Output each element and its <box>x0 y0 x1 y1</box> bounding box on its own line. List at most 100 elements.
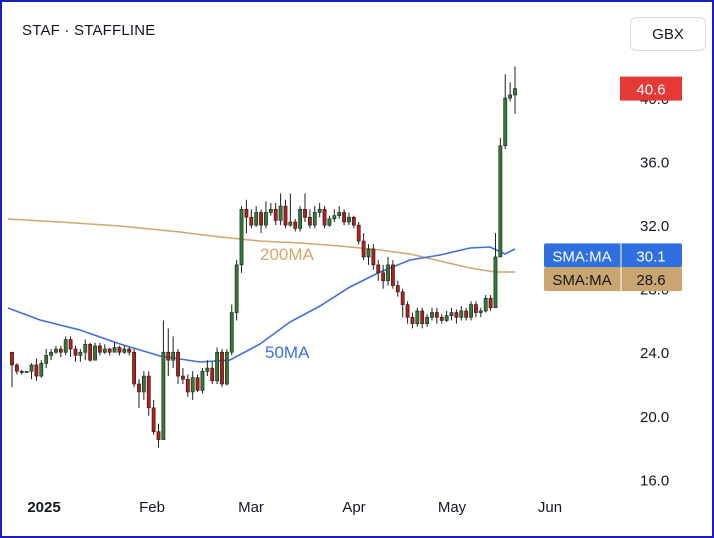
ticker-symbol: STAF <box>22 22 61 39</box>
candle-body <box>430 312 434 318</box>
candle-body <box>24 370 29 373</box>
candle-body <box>415 310 420 324</box>
candle-body <box>102 348 107 353</box>
candle-body <box>220 351 224 385</box>
candle-body <box>259 212 263 226</box>
candle-body <box>234 264 239 313</box>
candle-body <box>488 297 493 309</box>
candle-body <box>317 208 322 213</box>
candle-body <box>210 367 215 382</box>
candle-body <box>205 367 210 372</box>
candle-body <box>161 351 166 440</box>
candle-body <box>44 355 49 364</box>
candle-body <box>73 348 78 356</box>
candle-body <box>288 221 293 226</box>
candle-body <box>112 347 117 353</box>
sma200-badge-label: SMA:MA <box>552 272 611 289</box>
candle-body <box>137 383 141 393</box>
candle-body <box>19 370 24 373</box>
candle-body <box>454 312 459 318</box>
y-tick-label: 20.0 <box>640 409 669 426</box>
candle-body <box>425 316 429 324</box>
candle-body <box>268 208 273 213</box>
candle-body <box>166 351 171 361</box>
candle-body <box>347 216 351 223</box>
candle-body <box>356 224 361 242</box>
candle-body <box>483 297 488 312</box>
sma50-badge-value: 30.1 <box>636 248 665 265</box>
candle-body <box>405 304 410 318</box>
candle-body <box>366 248 371 258</box>
candle-body <box>151 407 156 432</box>
candle-body <box>88 343 93 361</box>
candle-body <box>395 285 400 293</box>
candle-body <box>68 339 73 350</box>
candle-body <box>156 431 161 440</box>
candle-body <box>391 264 395 286</box>
candle-body <box>146 375 151 409</box>
candle-body <box>337 212 342 216</box>
candle-body <box>14 364 19 372</box>
candle-body <box>303 208 307 218</box>
candle-body <box>283 205 288 226</box>
x-tick-label: Mar <box>238 499 264 516</box>
candle-body <box>107 348 112 353</box>
title-separator: · <box>64 22 70 39</box>
candle-body <box>181 375 185 380</box>
candle-body <box>327 218 332 226</box>
candle-body <box>10 351 14 366</box>
candle-body <box>312 212 317 226</box>
candle-body <box>122 348 127 353</box>
candle-body <box>376 264 381 274</box>
candle-body <box>141 375 146 393</box>
candle-body <box>439 316 444 321</box>
ma50-line <box>7 246 516 363</box>
candle-body <box>469 304 473 318</box>
candle-body <box>342 212 346 223</box>
candle-body <box>176 351 180 377</box>
candle-body <box>39 363 44 377</box>
candle-body <box>264 212 268 226</box>
candle-body <box>361 240 366 258</box>
sma50-badge-label: SMA:MA <box>552 248 611 265</box>
candle-body <box>239 208 244 266</box>
candle-body <box>508 94 513 99</box>
ma50-label: 50MA <box>265 343 310 362</box>
candle-body <box>322 208 327 226</box>
last-price-badge <box>620 76 682 101</box>
candle-body <box>503 97 508 147</box>
candle-body <box>386 264 390 282</box>
candle-body <box>493 256 498 309</box>
candle-body <box>78 351 83 356</box>
candle-body <box>195 377 200 391</box>
candle-body <box>54 348 58 353</box>
candle-body <box>434 312 439 318</box>
x-tick-label: Apr <box>342 499 365 516</box>
candle-body <box>444 315 449 321</box>
candle-body <box>215 351 220 382</box>
candle-body <box>190 377 195 393</box>
candle-body <box>474 304 478 313</box>
candle-body <box>420 310 425 324</box>
y-tick-label: 32.0 <box>640 218 669 235</box>
candle-body <box>117 347 122 353</box>
candle-body <box>298 208 303 229</box>
candle-body <box>478 310 483 313</box>
candle-body <box>127 348 132 353</box>
candle-body <box>132 351 136 385</box>
currency-button[interactable]: GBX <box>630 17 706 51</box>
x-tick-label: Jun <box>538 499 562 516</box>
last-price-value: 40.6 <box>636 82 665 99</box>
x-tick-label: 2025 <box>27 499 60 516</box>
candle-body <box>29 364 34 372</box>
candle-body <box>254 212 259 226</box>
y-tick-label: 24.0 <box>640 345 669 362</box>
candle-body <box>513 88 517 96</box>
candle-body <box>93 345 97 361</box>
candle-body <box>400 291 405 305</box>
candle-body <box>273 208 278 221</box>
ma200-line <box>7 218 515 273</box>
candle-body <box>224 351 229 385</box>
candle-body <box>49 351 53 356</box>
